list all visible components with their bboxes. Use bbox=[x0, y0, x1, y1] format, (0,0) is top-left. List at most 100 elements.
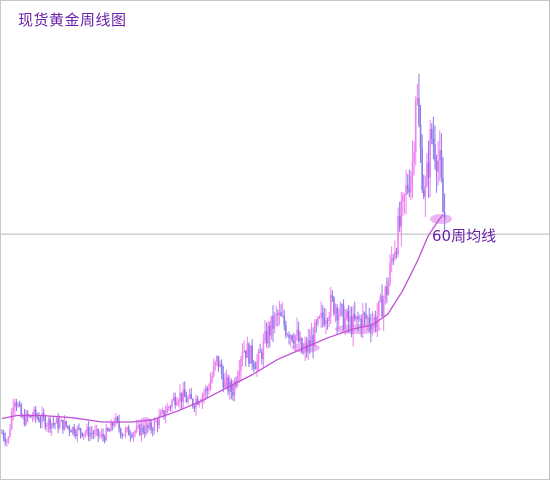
candle-body bbox=[169, 406, 172, 408]
candle-body bbox=[389, 262, 391, 283]
candle-body bbox=[373, 317, 375, 323]
candle-body bbox=[139, 425, 141, 436]
candle-body bbox=[384, 286, 387, 300]
candle-body bbox=[166, 406, 168, 414]
candle-body bbox=[46, 425, 48, 428]
candle-body bbox=[317, 317, 319, 324]
candle-body bbox=[406, 185, 409, 190]
candle-body bbox=[108, 430, 111, 432]
candle-body bbox=[262, 340, 265, 359]
candle-body bbox=[379, 296, 382, 301]
ma-touch-highlight bbox=[429, 213, 452, 224]
candle-body bbox=[370, 324, 372, 330]
candle-body bbox=[82, 433, 85, 437]
candle-body bbox=[222, 373, 225, 388]
candle-body bbox=[358, 318, 361, 320]
candle-body bbox=[115, 417, 117, 424]
candle-body bbox=[410, 175, 412, 193]
candle-body bbox=[437, 160, 439, 172]
candle-body bbox=[185, 397, 188, 403]
candle-body bbox=[192, 399, 194, 407]
candle-body bbox=[357, 316, 359, 320]
candle-body bbox=[339, 304, 342, 315]
candle-body bbox=[371, 322, 374, 330]
candle-body bbox=[272, 316, 274, 329]
candle-body bbox=[225, 377, 228, 381]
candle-body bbox=[382, 299, 385, 317]
candle-body bbox=[246, 344, 249, 358]
candle-body bbox=[381, 296, 383, 317]
candle-body bbox=[238, 370, 241, 376]
candle-body bbox=[334, 307, 337, 314]
candle-body bbox=[252, 362, 255, 367]
candle-body bbox=[116, 417, 119, 421]
candle-body bbox=[159, 412, 162, 416]
candle-body bbox=[256, 361, 258, 370]
candle-body bbox=[260, 352, 263, 359]
candle-body bbox=[135, 426, 138, 432]
candle-body bbox=[360, 318, 363, 329]
candle-body bbox=[270, 316, 273, 336]
candle-body bbox=[235, 381, 237, 383]
candle-body bbox=[86, 427, 88, 433]
candle-body bbox=[394, 251, 396, 259]
candle-body bbox=[99, 435, 101, 437]
candle-body bbox=[22, 415, 24, 417]
candle-body bbox=[264, 331, 266, 341]
candle-body bbox=[294, 335, 297, 344]
candle-body bbox=[55, 418, 58, 424]
candle-body bbox=[203, 393, 205, 396]
candle-body bbox=[171, 400, 173, 407]
candle-body bbox=[269, 325, 271, 336]
candle-body bbox=[49, 419, 51, 429]
candle-body bbox=[378, 300, 380, 317]
candle-body bbox=[408, 189, 411, 193]
candle-body bbox=[219, 363, 221, 367]
candle-body bbox=[177, 401, 180, 403]
candle-body bbox=[328, 316, 330, 321]
candle-body bbox=[418, 98, 420, 125]
candle-body bbox=[190, 394, 193, 400]
candle-body bbox=[58, 421, 61, 429]
candle-body bbox=[73, 427, 75, 435]
candle-body bbox=[38, 417, 40, 422]
candle-body bbox=[302, 350, 305, 353]
ma-touch-highlight bbox=[139, 417, 152, 427]
candle-body bbox=[363, 313, 366, 315]
candle-body bbox=[331, 295, 334, 298]
candle-body bbox=[94, 430, 96, 435]
candle-body bbox=[313, 322, 316, 347]
candle-body bbox=[179, 392, 181, 402]
candle-body bbox=[95, 429, 98, 431]
candle-body bbox=[126, 427, 128, 430]
candle-body bbox=[236, 375, 239, 383]
candle-body bbox=[34, 409, 37, 417]
candle-body bbox=[76, 427, 79, 436]
candle-body bbox=[434, 144, 436, 161]
candle-body bbox=[326, 320, 329, 322]
candle-body bbox=[288, 334, 290, 339]
candle-body bbox=[129, 435, 132, 437]
candle-body bbox=[15, 402, 18, 407]
candle-body bbox=[111, 422, 114, 426]
candle-body bbox=[182, 389, 185, 402]
candle-body bbox=[289, 335, 292, 339]
candle-body bbox=[148, 422, 151, 428]
candle-body bbox=[400, 201, 403, 227]
candle-body bbox=[41, 413, 43, 422]
candle-body bbox=[286, 334, 289, 336]
candle-body bbox=[365, 313, 367, 319]
candle-body bbox=[442, 177, 444, 213]
candle-body bbox=[100, 433, 103, 436]
candle-body bbox=[196, 398, 199, 405]
candle-body bbox=[39, 421, 42, 423]
candle-body bbox=[336, 307, 338, 321]
candle-body bbox=[36, 416, 39, 418]
candle-body bbox=[145, 425, 148, 434]
candle-body bbox=[329, 295, 332, 317]
candle-body bbox=[123, 434, 125, 436]
candle-body bbox=[9, 428, 11, 437]
candle-body bbox=[147, 425, 149, 428]
candle-body bbox=[419, 124, 422, 149]
